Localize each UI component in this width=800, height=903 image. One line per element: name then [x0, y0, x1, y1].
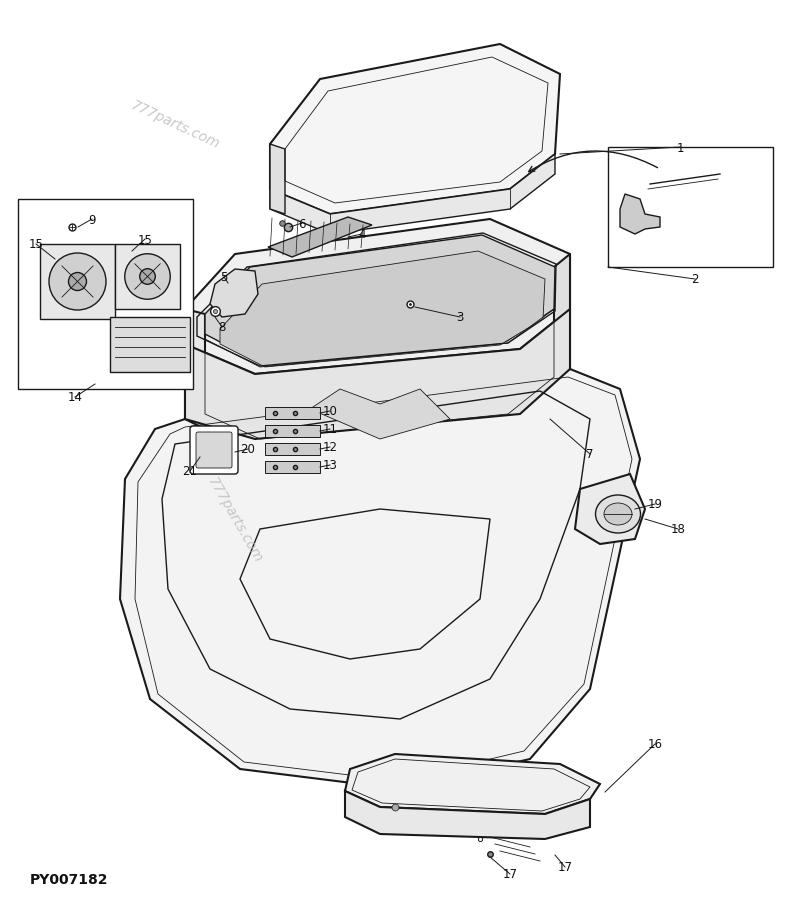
- Polygon shape: [310, 389, 450, 440]
- Bar: [265, 461, 320, 473]
- Text: 10: 10: [322, 405, 338, 418]
- Text: 17: 17: [502, 868, 518, 880]
- Polygon shape: [120, 369, 640, 789]
- Bar: [265, 425, 320, 438]
- Text: 12: 12: [322, 441, 338, 454]
- Text: 15: 15: [138, 233, 153, 247]
- Text: 3: 3: [456, 312, 464, 324]
- Polygon shape: [345, 754, 600, 815]
- Bar: [265, 443, 320, 455]
- Bar: [115, 245, 180, 310]
- Polygon shape: [270, 45, 560, 215]
- Bar: [608, 148, 773, 267]
- Ellipse shape: [595, 496, 641, 534]
- Polygon shape: [268, 218, 372, 257]
- Polygon shape: [575, 474, 645, 545]
- Ellipse shape: [604, 504, 632, 526]
- Text: 20: 20: [241, 443, 255, 456]
- Circle shape: [69, 274, 86, 291]
- Text: 6: 6: [298, 218, 306, 230]
- Polygon shape: [554, 255, 570, 377]
- Polygon shape: [345, 791, 590, 839]
- Text: 4: 4: [358, 228, 366, 241]
- Circle shape: [125, 255, 170, 300]
- Circle shape: [49, 254, 106, 311]
- Polygon shape: [185, 310, 205, 430]
- Text: 17: 17: [558, 861, 573, 873]
- Text: 8: 8: [218, 321, 226, 334]
- Text: 14: 14: [67, 391, 82, 404]
- Text: 2: 2: [691, 274, 698, 286]
- Text: 16: 16: [647, 738, 662, 750]
- Polygon shape: [220, 252, 545, 368]
- FancyBboxPatch shape: [190, 426, 238, 474]
- Bar: [18, 200, 193, 389]
- Text: 19: 19: [647, 498, 662, 511]
- Polygon shape: [270, 144, 285, 215]
- Text: 13: 13: [322, 459, 338, 472]
- Text: 777parts.com: 777parts.com: [205, 474, 265, 564]
- Bar: [40, 245, 115, 320]
- Polygon shape: [185, 219, 570, 375]
- Polygon shape: [185, 310, 570, 440]
- Polygon shape: [620, 195, 660, 235]
- Text: 1: 1: [676, 142, 684, 154]
- Bar: [110, 318, 190, 373]
- Text: 9: 9: [88, 213, 96, 227]
- Text: PY007182: PY007182: [30, 872, 109, 886]
- Text: 7: 7: [586, 448, 594, 461]
- Text: 5: 5: [220, 271, 228, 284]
- Polygon shape: [270, 154, 555, 235]
- Polygon shape: [205, 236, 555, 364]
- Text: 777parts.com: 777parts.com: [128, 98, 222, 152]
- Text: 15: 15: [29, 238, 43, 251]
- FancyBboxPatch shape: [196, 433, 232, 469]
- Text: 11: 11: [322, 423, 338, 436]
- Text: 21: 21: [182, 465, 198, 478]
- Bar: [265, 407, 320, 420]
- Text: 18: 18: [670, 523, 686, 535]
- Circle shape: [140, 269, 155, 285]
- Polygon shape: [210, 270, 258, 318]
